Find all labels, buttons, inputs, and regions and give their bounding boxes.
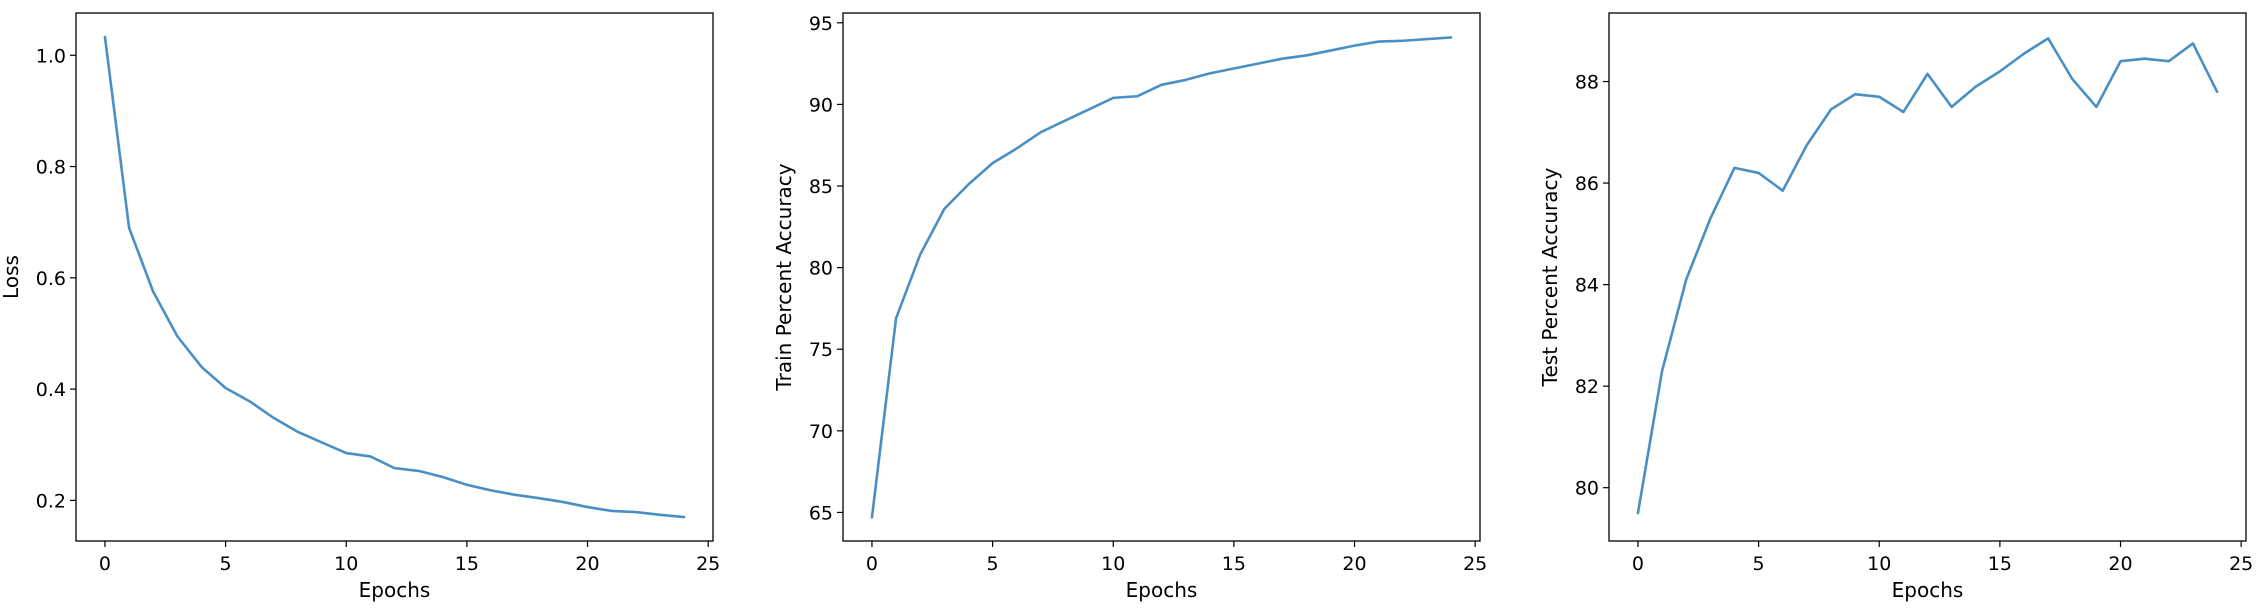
train-accuracy-y-tick-label: 95 (809, 13, 833, 35)
train-accuracy-y-tick-label: 70 (809, 421, 833, 443)
loss-x-axis-label: Epochs (359, 578, 431, 602)
loss-x-tick-label: 25 (696, 553, 720, 575)
test-accuracy-y-axis-label: Test Percent Accuracy (1538, 168, 1562, 388)
train-accuracy-series-line (870, 36, 1453, 519)
test-accuracy-y-tick-label: 82 (1575, 376, 1599, 398)
chart-test-accuracy: 0 5 10 15 20 25 80 82 84 86 88 Epochs Test Percent A… (1538, 12, 2253, 602)
loss-x-tick-label: 0 (99, 553, 111, 575)
train-accuracy-y-axis-label: Train Percent Accuracy (772, 163, 796, 391)
loss-y-tick-label: 0.6 (36, 268, 66, 290)
loss-y-axis-label: Loss (0, 255, 23, 299)
test-accuracy-x-tick-label: 25 (2229, 553, 2253, 575)
train-accuracy-x-tick-label: 25 (1463, 553, 1487, 575)
train-accuracy-y-tick-label: 90 (809, 94, 833, 116)
test-accuracy-x-tick-label: 5 (1753, 553, 1765, 575)
loss-x-tick-label: 20 (575, 553, 599, 575)
loss-x-tick-label: 10 (334, 553, 358, 575)
loss-x-tick-label: 15 (455, 553, 479, 575)
test-accuracy-series-line (1636, 37, 2219, 515)
train-accuracy-axes-frame (842, 12, 1481, 542)
train-accuracy-y-tick-label: 65 (809, 502, 833, 524)
train-accuracy-y-tick-label: 75 (809, 339, 833, 361)
test-accuracy-y-tick-label: 80 (1575, 478, 1599, 500)
loss-y-tick-label: 0.2 (36, 490, 66, 512)
train-accuracy-x-tick-label: 10 (1101, 553, 1125, 575)
test-accuracy-axes-frame (1608, 12, 2247, 542)
test-accuracy-x-tick-label: 0 (1632, 553, 1644, 575)
train-accuracy-y-tick-label: 85 (809, 176, 833, 198)
train-accuracy-y-tick-label: 80 (809, 258, 833, 280)
test-accuracy-x-tick-label: 10 (1867, 553, 1891, 575)
test-accuracy-x-tick-label: 15 (1988, 553, 2012, 575)
loss-series-line (103, 35, 686, 519)
train-accuracy-x-tick-label: 5 (987, 553, 999, 575)
train-accuracy-x-axis-label: Epochs (1126, 578, 1198, 602)
test-accuracy-y-tick-label: 88 (1575, 72, 1599, 94)
train-accuracy-x-tick-label: 20 (1342, 553, 1366, 575)
test-accuracy-y-tick-label: 84 (1575, 275, 1599, 297)
chart-loss: 0 5 10 15 20 25 0.2 0.4 0.6 0.8 1.0 Epochs Loss (0, 12, 720, 602)
chart-train-accuracy: 0 5 10 15 20 25 65 70 75 80 85 90 95 Epochs Train Perc… (772, 12, 1487, 602)
loss-axes-frame (75, 12, 714, 542)
loss-x-tick-label: 5 (220, 553, 232, 575)
loss-y-tick-label: 0.4 (36, 379, 66, 401)
test-accuracy-x-tick-label: 20 (2108, 553, 2132, 575)
loss-y-tick-label: 0.8 (36, 157, 66, 179)
train-accuracy-x-tick-label: 0 (866, 553, 878, 575)
train-accuracy-x-tick-label: 15 (1222, 553, 1246, 575)
test-accuracy-y-tick-label: 86 (1575, 173, 1599, 195)
test-accuracy-x-axis-label: Epochs (1892, 578, 1964, 602)
loss-y-tick-label: 1.0 (36, 45, 66, 67)
